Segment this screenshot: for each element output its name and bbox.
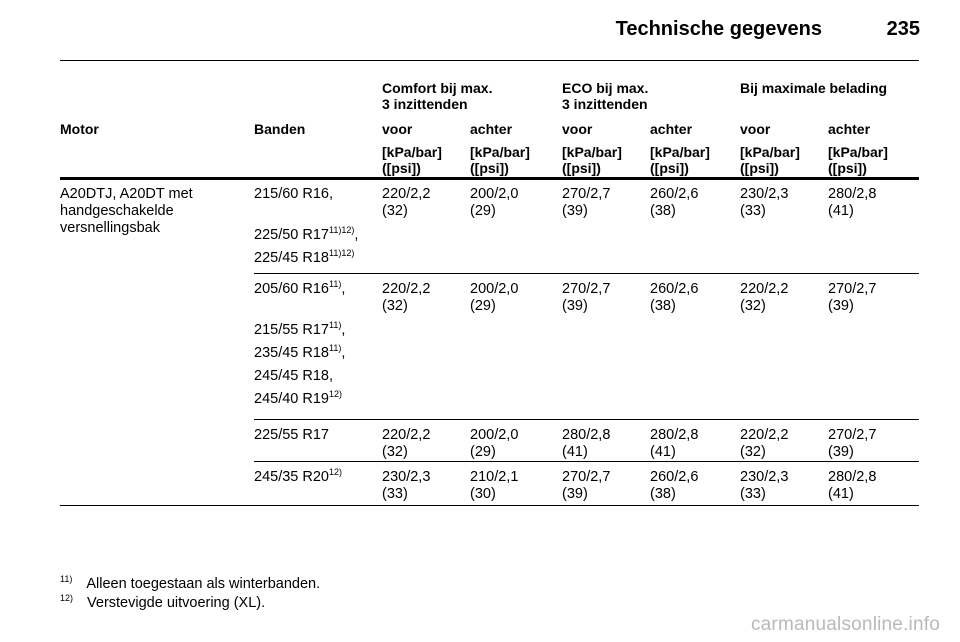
bottom-rule xyxy=(60,505,919,506)
col-voor-0: voor xyxy=(382,121,413,137)
pressure-value: 260/2,6 (38) xyxy=(650,469,699,502)
pressure-value: 260/2,6 (38) xyxy=(650,281,699,314)
row-separator xyxy=(254,273,919,274)
pressure-value: 280/2,8 (41) xyxy=(562,427,611,460)
tire-size: 245/45 R18, xyxy=(254,368,334,384)
col-voor-4: voor xyxy=(740,121,771,137)
pressure-value: 220/2,2 (32) xyxy=(382,427,431,460)
tire-size: 245/35 R2012) xyxy=(254,467,342,486)
pressure-value: 220/2,2 (32) xyxy=(740,281,789,314)
tire-size: 215/55 R1711), xyxy=(254,320,346,339)
pressure-value: 270/2,7 (39) xyxy=(562,469,611,502)
pressure-value: 220/2,2 (32) xyxy=(740,427,789,460)
col-unit-3: [kPa/bar] ([psi]) xyxy=(650,144,710,176)
col-unit-1: [kPa/bar] ([psi]) xyxy=(470,144,530,176)
page-number: 235 xyxy=(886,18,920,40)
pressure-value: 230/2,3 (33) xyxy=(740,469,789,502)
pressure-value: 270/2,7 (39) xyxy=(562,281,611,314)
pressure-value: 270/2,7 (39) xyxy=(828,427,877,460)
pressure-value: 280/2,8 (41) xyxy=(828,469,877,502)
pressure-value: 280/2,8 (41) xyxy=(828,186,877,219)
tire-size: 235/45 R1811), xyxy=(254,343,346,362)
pressure-value: 260/2,6 (38) xyxy=(650,186,699,219)
pressure-value: 220/2,2 (32) xyxy=(382,281,431,314)
header-rule xyxy=(60,177,919,180)
pressure-value: 270/2,7 (39) xyxy=(828,281,877,314)
col-achter-1: achter xyxy=(470,121,513,137)
tire-size: 215/60 R16, xyxy=(254,186,334,202)
col-achter-5: achter xyxy=(828,121,871,137)
col-unit-4: [kPa/bar] ([psi]) xyxy=(740,144,800,176)
col-motor: Motor xyxy=(60,121,99,137)
pressure-value: 200/2,0 (29) xyxy=(470,281,519,314)
pressure-value: 270/2,7 (39) xyxy=(562,186,611,219)
col-achter-3: achter xyxy=(650,121,693,137)
pressure-value: 230/2,3 (33) xyxy=(740,186,789,219)
page-title: Technische gegevens xyxy=(615,18,822,40)
pressure-value: 200/2,0 (29) xyxy=(470,427,519,460)
col-unit-0: [kPa/bar] ([psi]) xyxy=(382,144,442,176)
group-eco: ECO bij max. 3 inzittenden xyxy=(562,80,649,112)
watermark: carmanualsonline.info xyxy=(750,614,940,635)
pressure-value: 230/2,3 (33) xyxy=(382,469,431,502)
tire-size: 245/40 R1912) xyxy=(254,389,342,408)
col-voor-2: voor xyxy=(562,121,593,137)
pressure-value: 200/2,0 (29) xyxy=(470,186,519,219)
pressure-value: 210/2,1 (30) xyxy=(470,469,519,502)
tire-size: 225/45 R1811)12) xyxy=(254,248,355,267)
group-max: Bij maximale belading xyxy=(740,80,888,96)
footnote-12: 12) Verstevigde uitvoering (XL). xyxy=(60,593,266,611)
top-rule xyxy=(60,60,919,61)
footnote-11: 11) Alleen toegestaan als winterbanden. xyxy=(60,574,321,592)
pressure-value: 280/2,8 (41) xyxy=(650,427,699,460)
col-unit-5: [kPa/bar] ([psi]) xyxy=(828,144,888,176)
pressure-value: 220/2,2 (32) xyxy=(382,186,431,219)
col-unit-2: [kPa/bar] ([psi]) xyxy=(562,144,622,176)
row-separator xyxy=(254,461,919,462)
tire-size: 205/60 R1611), xyxy=(254,279,346,298)
row-separator xyxy=(254,419,919,420)
tire-size: 225/55 R17 xyxy=(254,427,329,443)
col-banden: Banden xyxy=(254,121,306,137)
tire-size: 225/50 R1711)12), xyxy=(254,225,359,244)
engine-cell: A20DTJ, A20DT met handgeschakelde versne… xyxy=(60,186,193,236)
group-comfort: Comfort bij max. 3 inzittenden xyxy=(382,80,493,112)
